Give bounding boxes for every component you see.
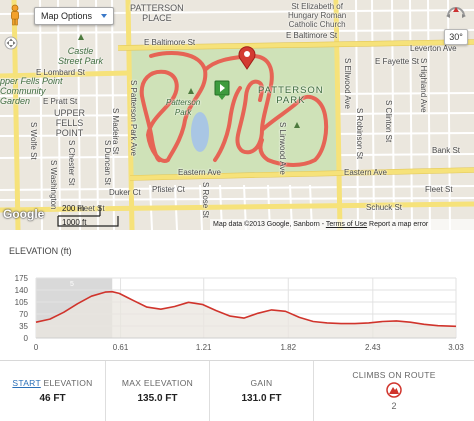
y-tick-label: 70 <box>19 310 28 319</box>
map-options-label: Map Options <box>41 11 93 21</box>
scale-label-metric: 200 m <box>62 204 85 213</box>
start-marker-icon[interactable] <box>214 80 230 101</box>
street-view-pegman-icon[interactable] <box>8 4 22 26</box>
route-stats: START ELEVATION 46 FT MAX ELEVATION 135.… <box>0 360 474 421</box>
compass-rotate-icon[interactable] <box>444 4 468 26</box>
street-label: S Highland Ave <box>419 58 428 113</box>
scale-bar <box>57 206 119 227</box>
street-label: Pfister Ct <box>152 185 185 194</box>
street-label: S Ellwood Ave <box>343 58 352 109</box>
highlight-marker-label: 5 <box>70 281 74 288</box>
x-tick-label: 1.21 <box>196 343 212 352</box>
climb-count: 2 <box>391 401 397 411</box>
street-label: S Rose St <box>201 182 210 219</box>
park-label: Patterson Park <box>166 98 201 117</box>
street-label: E Lombard St <box>36 68 85 77</box>
street-label: S Washington <box>49 160 58 210</box>
street-label: Eastern Ave <box>344 168 387 177</box>
scale-label-imperial: 1000 ft <box>62 218 87 227</box>
stat-gain: GAIN 131.0 FT <box>210 361 314 421</box>
map-options-dropdown[interactable]: Map Options <box>34 7 114 25</box>
church-label: St Elizabeth of Hungary Roman Catholic C… <box>288 2 347 29</box>
street-label: S Linwood Ave <box>278 122 287 175</box>
street-label: E Baltimore St <box>144 38 196 47</box>
map-base <box>0 0 474 230</box>
x-tick-label: 0.61 <box>113 343 129 352</box>
map-attribution: Map data ©2013 Google, Sanborn - Terms o… <box>210 219 474 230</box>
elevation-chart[interactable]: 0 35 70 105 140 175 0 0.61 1.21 1.82 2.43 3.03 5 <box>0 258 474 358</box>
street-label: S Clinton St <box>384 100 393 143</box>
google-logo: Google <box>3 207 45 221</box>
pan-control-icon[interactable] <box>4 36 18 50</box>
y-tick-label: 0 <box>24 334 29 343</box>
caret-down-icon <box>101 14 107 18</box>
street-label: S Patterson Park Ave <box>129 80 138 156</box>
street-label: Fleet St <box>77 204 105 213</box>
report-error-link[interactable]: Report a map error <box>369 221 429 228</box>
stat-max-elevation: MAX ELEVATION 135.0 FT <box>106 361 210 421</box>
park-big-label: PATTERSON PARK <box>258 85 324 106</box>
route-map[interactable]: E Baltimore St E Baltimore St E Lombard … <box>0 0 474 230</box>
y-tick-label: 175 <box>15 274 29 283</box>
garden-label: pper Fells Point Community Garden <box>0 76 63 106</box>
x-tick-label: 2.43 <box>365 343 381 352</box>
attribution-text: Map data ©2013 Google, Sanborn <box>213 221 320 228</box>
climb-category-icon[interactable] <box>386 382 402 398</box>
stat-climbs: CLIMBS ON ROUTE 2 <box>314 361 474 421</box>
park-label: Castle Street Park <box>58 46 104 66</box>
street-label: Duker Ct <box>109 188 141 197</box>
stat-value: 135.0 FT <box>137 393 178 404</box>
neighborhood-label: UPPER FELLS POINT <box>54 108 86 138</box>
stat-label: CLIMBS ON ROUTE <box>352 370 436 380</box>
end-marker-icon[interactable] <box>238 46 256 70</box>
tilt-45-button[interactable]: 30° <box>444 29 468 45</box>
street-label: Bank St <box>432 146 461 155</box>
stat-label: START ELEVATION <box>12 378 93 388</box>
street-label: Leverton Ave <box>410 44 457 53</box>
stat-start-elevation: START ELEVATION 46 FT <box>0 361 106 421</box>
street-label: Schuck St <box>366 203 403 212</box>
x-tick-label: 3.03 <box>448 343 464 352</box>
street-label: E Fayette St <box>375 57 420 66</box>
street-label: S Wolfe St <box>29 122 38 160</box>
stat-value: 131.0 FT <box>241 393 282 404</box>
stat-value: 46 FT <box>39 393 66 404</box>
elevation-area <box>36 291 456 338</box>
y-tick-label: 105 <box>15 298 29 307</box>
street-label: S Madeira St <box>111 108 120 155</box>
street-label: Eastern Ave <box>178 168 221 177</box>
elevation-line <box>35 290 457 328</box>
stat-label: MAX ELEVATION <box>121 378 194 388</box>
stat-label: GAIN <box>250 378 273 388</box>
street-label: E Baltimore St <box>286 31 338 40</box>
street-label: Fleet St <box>425 185 453 194</box>
terms-of-use-link[interactable]: Terms of Use <box>325 221 368 228</box>
neighborhood-label: PATTERSON PLACE <box>130 3 184 23</box>
street-label: S Chester St <box>67 140 76 186</box>
street-label: E Pratt St <box>43 97 78 106</box>
x-tick-label: 1.82 <box>280 343 296 352</box>
street-label: S Robinson St <box>355 108 364 160</box>
y-tick-label: 35 <box>19 322 28 331</box>
elevation-title: ELEVATION (ft) <box>9 246 72 256</box>
x-tick-label: 0 <box>34 343 39 352</box>
y-tick-label: 140 <box>15 286 29 295</box>
start-elevation-link[interactable]: START <box>12 378 41 388</box>
